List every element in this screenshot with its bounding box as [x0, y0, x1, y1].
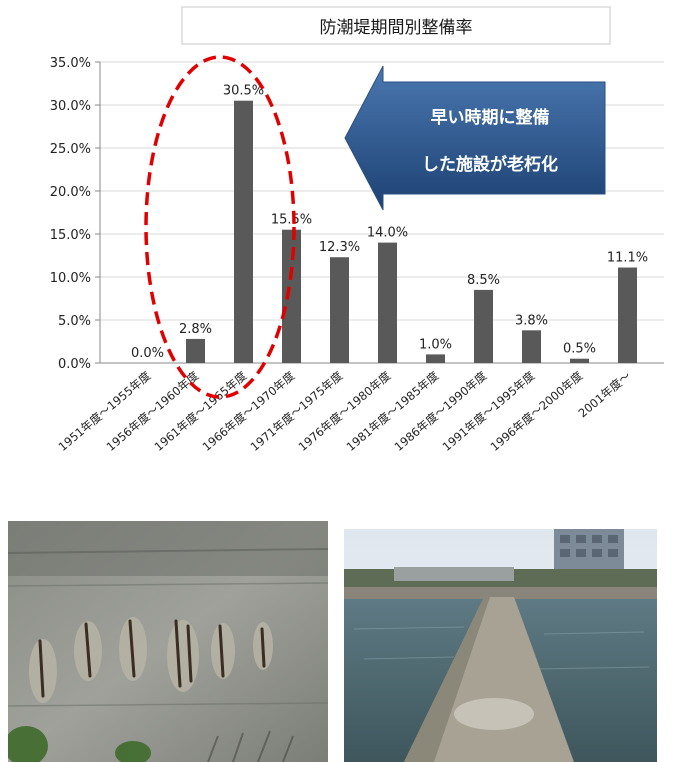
data-label: 12.3%	[319, 240, 360, 255]
photo-concrete-deterioration	[8, 521, 328, 762]
bar	[282, 229, 301, 363]
x-tick-label: 1996年度～2000年度	[488, 368, 586, 454]
y-tick-label: 35.0%	[50, 56, 91, 71]
data-label: 8.5%	[467, 273, 500, 288]
bar	[522, 330, 541, 363]
bar	[474, 289, 493, 363]
callout-line2: した施設が老朽化	[422, 154, 558, 175]
x-tick-label: 2001年度～	[576, 368, 634, 420]
data-label: 0.5%	[563, 342, 596, 357]
chart-title-box	[181, 6, 611, 45]
callout-shape	[344, 65, 606, 211]
bar	[330, 257, 349, 363]
bar	[186, 338, 205, 363]
data-label: 30.5%	[223, 84, 264, 99]
y-tick-label: 25.0%	[50, 142, 91, 157]
bar	[618, 267, 637, 363]
photo-seawall	[344, 529, 657, 762]
bar	[570, 358, 589, 363]
data-label: 14.0%	[367, 226, 408, 241]
bar-chart: 防潮堤期間別整備率 0.0% 5.0% 10.0% 15.0% 20.0% 25.0% 30…	[50, 6, 664, 454]
bar	[378, 242, 397, 363]
data-label: 3.8%	[515, 313, 548, 328]
y-tick-label: 10.0%	[50, 271, 91, 286]
y-tick-label: 0.0%	[58, 357, 91, 372]
data-label: 15.5%	[271, 213, 312, 228]
data-labels: 0.0% 2.8% 30.5% 15.5% 12.3% 14.0% 1.0% 8.5% 3.8%…	[131, 84, 648, 361]
data-label: 1.0%	[419, 337, 452, 352]
y-tick-label: 30.0%	[50, 99, 91, 114]
callout-arrow: 早い時期に整備 した施設が老朽化	[344, 65, 606, 211]
highlight-ellipse	[144, 55, 296, 399]
callout-line1: 早い時期に整備	[431, 107, 550, 128]
y-tick-labels: 0.0% 5.0% 10.0% 15.0% 20.0% 25.0% 30.0% 35.0%	[50, 56, 91, 372]
bar	[426, 354, 445, 363]
y-tick-label: 20.0%	[50, 185, 91, 200]
chart-title: 防潮堤期間別整備率	[320, 18, 473, 38]
data-label: 0.0%	[131, 346, 164, 361]
y-tick-label: 5.0%	[58, 314, 91, 329]
bars	[186, 100, 637, 363]
data-label: 2.8%	[179, 322, 212, 337]
y-tick-label: 15.0%	[50, 228, 91, 243]
chart-area: 防潮堤期間別整備率 0.0% 5.0% 10.0% 15.0% 20.0% 25.0% 30…	[50, 6, 664, 454]
x-tick-labels: 1951年度～1955年度1956年度～1960年度1961年度～1965年度1…	[56, 368, 634, 454]
bar	[234, 100, 253, 363]
data-label: 11.1%	[607, 251, 648, 266]
